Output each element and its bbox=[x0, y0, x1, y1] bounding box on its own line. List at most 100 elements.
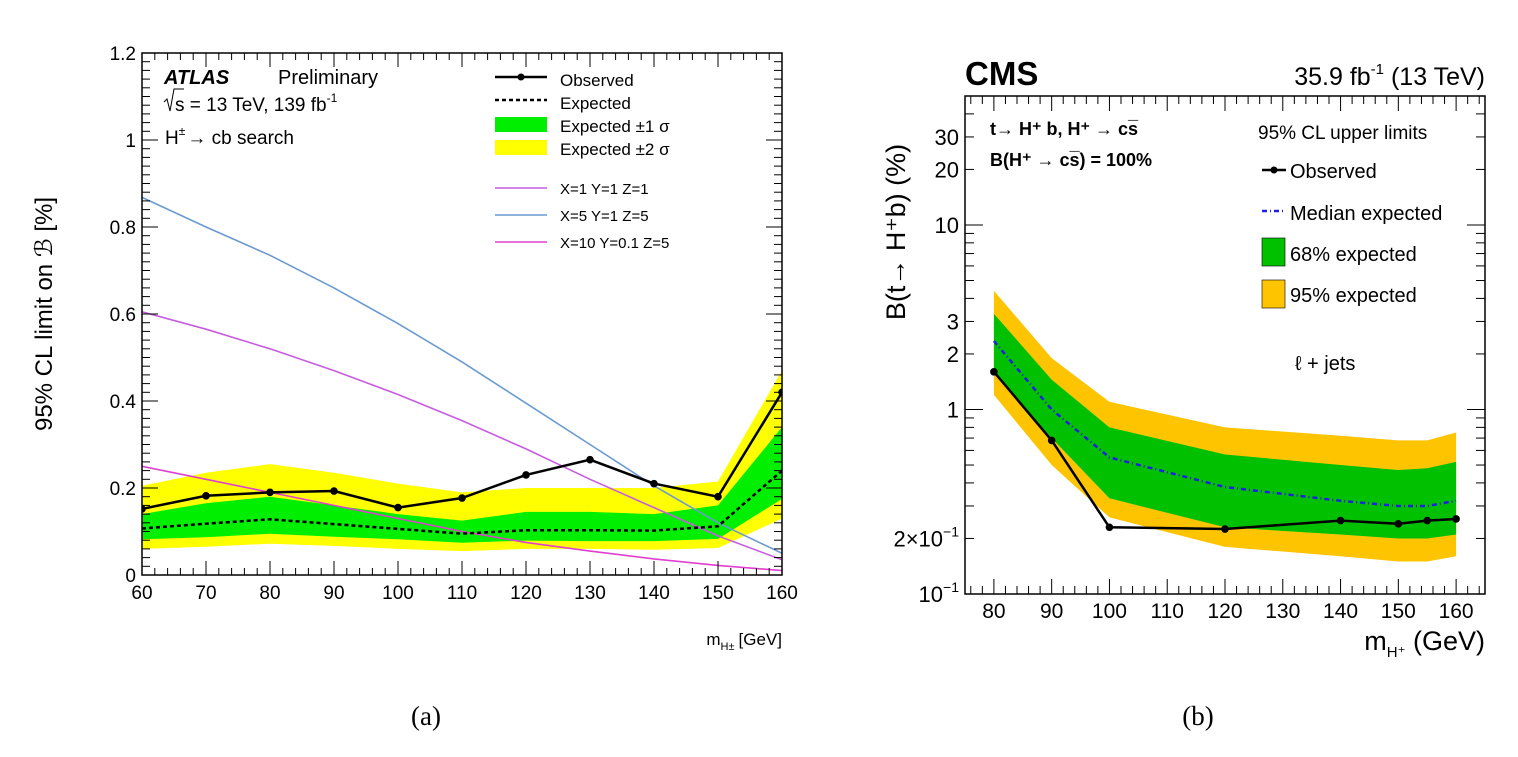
chart-b-ylabel: B(t→ H⁺b) (%) bbox=[881, 144, 911, 320]
observed-point bbox=[714, 492, 722, 501]
observed-point bbox=[142, 505, 146, 513]
y-tick-label-b: 20 bbox=[935, 157, 959, 182]
observed-point-b bbox=[1336, 516, 1345, 525]
x-tick-label-b: 90 bbox=[1040, 600, 1063, 623]
process-line1: t→ H⁺ b, H⁺ → cs̅ bbox=[990, 119, 1139, 139]
x-tick-label: 110 bbox=[447, 583, 477, 604]
x-tick-label: 80 bbox=[259, 583, 280, 604]
x-tick-label: 100 bbox=[382, 583, 414, 604]
y-tick-label-b: 2 bbox=[947, 342, 959, 367]
observed-point-b bbox=[990, 368, 998, 376]
x-tick-label: 160 bbox=[766, 583, 798, 604]
band-68 bbox=[993, 313, 1457, 539]
x-tick-label-b: 160 bbox=[1439, 600, 1474, 623]
observed-point-b bbox=[1221, 525, 1229, 533]
y-tick-label-b: 30 bbox=[935, 125, 959, 150]
observed-point-b bbox=[1394, 520, 1403, 528]
x-tick-label: 70 bbox=[195, 583, 216, 604]
panel-b-label: (b) bbox=[1182, 701, 1213, 731]
chart-a-plot-area bbox=[142, 196, 782, 572]
chart-a-ylabel: 95% CL limit on ℬ [%] bbox=[31, 197, 58, 431]
x-tick-label: 140 bbox=[638, 583, 670, 604]
x-tick-label: 90 bbox=[323, 583, 344, 604]
median-expected-line bbox=[992, 340, 1457, 508]
observed-point-b bbox=[1423, 516, 1432, 525]
process-line2: B(H⁺ → cs̅) = 100% bbox=[990, 150, 1152, 170]
x-tick-label-b: 130 bbox=[1265, 600, 1300, 623]
x-tick-label-b: 100 bbox=[1092, 600, 1127, 623]
band-1sigma bbox=[142, 427, 782, 543]
chart-b-xlabel: mH⁺ (GeV) bbox=[1364, 626, 1485, 661]
y-tick-label: 0.6 bbox=[110, 305, 136, 326]
legend-observed-label: Observed bbox=[560, 71, 634, 90]
legend-band1-label: Expected ±1 σ bbox=[560, 117, 670, 136]
chart-b-ticks: 80 90 100 110 120 130 140 150 160 10−1 2×10−1 1 2 3 10… bbox=[893, 95, 1485, 623]
observed-point bbox=[202, 492, 210, 500]
model-curve-1 bbox=[142, 311, 782, 561]
legend-b-band95-swatch bbox=[1261, 279, 1286, 309]
y-tick-label: 1.2 bbox=[110, 44, 136, 65]
legend-model3-label: X=10 Y=0.1 Z=5 bbox=[560, 235, 669, 252]
legend-model1-label: X=1 Y=1 Z=1 bbox=[560, 181, 649, 198]
legend-b-band68-swatch bbox=[1261, 237, 1286, 267]
model-curve-2 bbox=[142, 196, 782, 555]
y-tick-label-b: 10−1 bbox=[919, 579, 960, 607]
x-tick-label: 150 bbox=[702, 583, 734, 604]
legend-expected-label: Expected bbox=[560, 94, 631, 113]
legend-band1-swatch bbox=[495, 117, 547, 132]
observed-point-b bbox=[1452, 515, 1460, 523]
cms-label: CMS bbox=[965, 55, 1038, 92]
svg-text:s = 13 TeV, 139 fb-1: s = 13 TeV, 139 fb-1 bbox=[175, 91, 338, 116]
x-tick-label-b: 110 bbox=[1150, 600, 1183, 623]
y-tick-label-b: 2×10−1 bbox=[893, 523, 959, 551]
observed-line-b bbox=[992, 370, 1457, 531]
legend-band2-swatch bbox=[495, 140, 547, 155]
model-curve-3 bbox=[142, 465, 782, 572]
y-tick-label: 0.4 bbox=[110, 392, 137, 413]
x-tick-label-b: 150 bbox=[1381, 600, 1416, 623]
sqrt-symbol bbox=[163, 88, 184, 112]
chart-a-legend: Observed Expected Expected ±1 σ Expected… bbox=[495, 71, 670, 252]
legend-band2-label: Expected ±2 σ bbox=[560, 140, 670, 159]
legend-b-observed-marker bbox=[1270, 166, 1278, 174]
legend-b-band68-label: 68% expected bbox=[1290, 244, 1417, 266]
x-tick-label: 120 bbox=[510, 583, 542, 604]
x-tick-label-b: 120 bbox=[1207, 600, 1242, 623]
legend-b-median-label: Median expected bbox=[1290, 203, 1442, 225]
observed-point bbox=[586, 455, 594, 464]
observed-point bbox=[650, 479, 658, 488]
y-tick-label-b: 3 bbox=[947, 309, 959, 334]
lumi-label: 35.9 fb-1 (13 TeV) bbox=[1294, 61, 1485, 91]
legend-observed-marker bbox=[517, 73, 525, 81]
y-tick-label-b: 1 bbox=[947, 397, 959, 422]
x-tick-label-b: 140 bbox=[1323, 600, 1358, 623]
legend-b-band95-label: 95% expected bbox=[1290, 285, 1417, 307]
y-tick-label: 0 bbox=[125, 566, 136, 587]
legend-header: 95% CL upper limits bbox=[1258, 123, 1427, 144]
expected-line bbox=[142, 469, 782, 535]
y-tick-label-b: 10 bbox=[935, 213, 959, 238]
observed-point bbox=[522, 471, 530, 479]
x-tick-label-b: 80 bbox=[982, 600, 1005, 623]
chart-b: 80 90 100 110 120 130 140 150 160 10−1 2×10−1 1 2 3 10… bbox=[881, 55, 1486, 731]
channel-label: ℓ + jets bbox=[1295, 353, 1355, 375]
y-tick-label: 0.8 bbox=[110, 218, 136, 239]
x-tick-label: 130 bbox=[574, 583, 606, 604]
observed-point-b bbox=[1105, 523, 1114, 532]
y-tick-label: 1 bbox=[125, 131, 136, 152]
chart-b-legend: 95% CL upper limits Observed Median expe… bbox=[1258, 123, 1442, 309]
preliminary-label: Preliminary bbox=[278, 67, 378, 89]
observed-point-b bbox=[1047, 436, 1056, 445]
observed-point bbox=[266, 488, 274, 497]
chart-a-ticks: 60 70 80 90 100 110 120 130 140 150 160 0 0.2 0.4 0.6 0… bbox=[110, 44, 798, 604]
process-label: H± → cb search bbox=[165, 124, 294, 149]
chart-a-xlabel: mH± [GeV] bbox=[706, 630, 782, 653]
legend-model2-label: X=5 Y=1 Z=5 bbox=[560, 208, 649, 225]
observed-point bbox=[458, 494, 466, 502]
observed-point bbox=[394, 503, 402, 512]
chart-a: 60 70 80 90 100 110 120 130 140 150 160 0 0.2 0.4 0.6 0… bbox=[31, 44, 798, 731]
x-tick-label: 60 bbox=[131, 583, 152, 604]
energy-label: s = 13 TeV, 139 fb-1 bbox=[163, 88, 338, 116]
y-tick-label: 0.2 bbox=[110, 479, 136, 500]
